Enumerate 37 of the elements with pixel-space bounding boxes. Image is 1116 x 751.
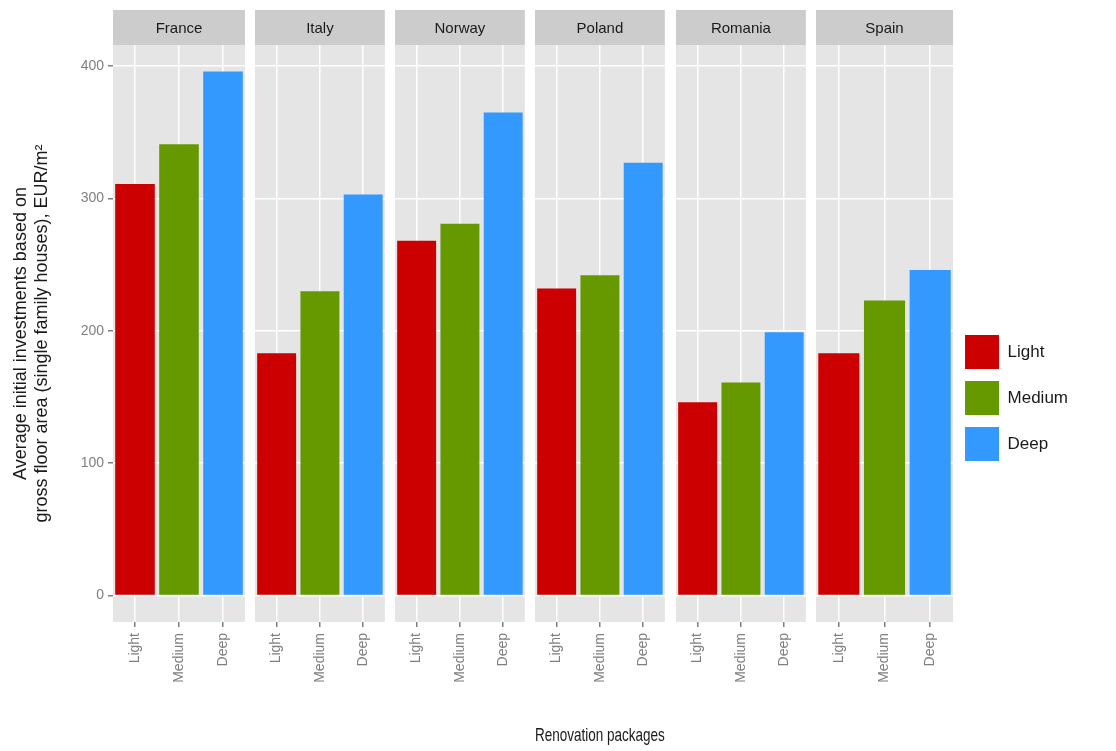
x-tick-label: Medium (169, 633, 186, 683)
legend-label: Deep (1007, 433, 1049, 453)
chart-title: Poland (576, 18, 624, 36)
x-tick-label: Light (688, 632, 705, 664)
chart-title: Italy (306, 18, 335, 36)
y-tick-label: 400 (80, 57, 105, 74)
x-tick-label: Deep (634, 632, 651, 667)
y-tick-label: 100 (80, 454, 105, 471)
x-tick-label: Light (267, 632, 284, 664)
chart-title: Norway (434, 18, 486, 36)
x-tick-label: Light (125, 632, 142, 664)
legend-label: Light (1007, 341, 1045, 361)
chart-title: France (155, 18, 203, 36)
y-tick-label: 0 (96, 586, 105, 603)
x-tick-label: Medium (590, 633, 607, 683)
x-tick-label: Medium (450, 633, 467, 683)
x-tick-label: Deep (921, 632, 938, 667)
x-tick-label: Light (407, 632, 424, 664)
chart-title: Spain (865, 18, 904, 36)
y-tick-label: 200 (80, 321, 105, 338)
bar (159, 144, 199, 595)
x-axis-title: Renovation packages (535, 723, 665, 745)
y-tick-label: 300 (80, 189, 105, 206)
x-tick-label: Deep (213, 632, 230, 667)
x-tick-label: Deep (494, 632, 511, 667)
chart-title: Romania (710, 18, 772, 36)
bar (115, 183, 155, 595)
x-tick-label: Light (829, 632, 846, 664)
x-tick-label: Deep (775, 632, 792, 667)
bar (203, 71, 243, 595)
x-tick-label: Medium (731, 633, 748, 683)
x-tick-label: Deep (354, 632, 371, 667)
x-tick-label: Medium (875, 633, 892, 683)
x-tick-label: Medium (310, 633, 327, 683)
legend-label: Medium (1007, 387, 1069, 407)
y-axis-title: Average initial investments based on gross floor area (single family houses), EUR/m² (9, 144, 52, 523)
x-tick-label: Light (547, 632, 564, 664)
